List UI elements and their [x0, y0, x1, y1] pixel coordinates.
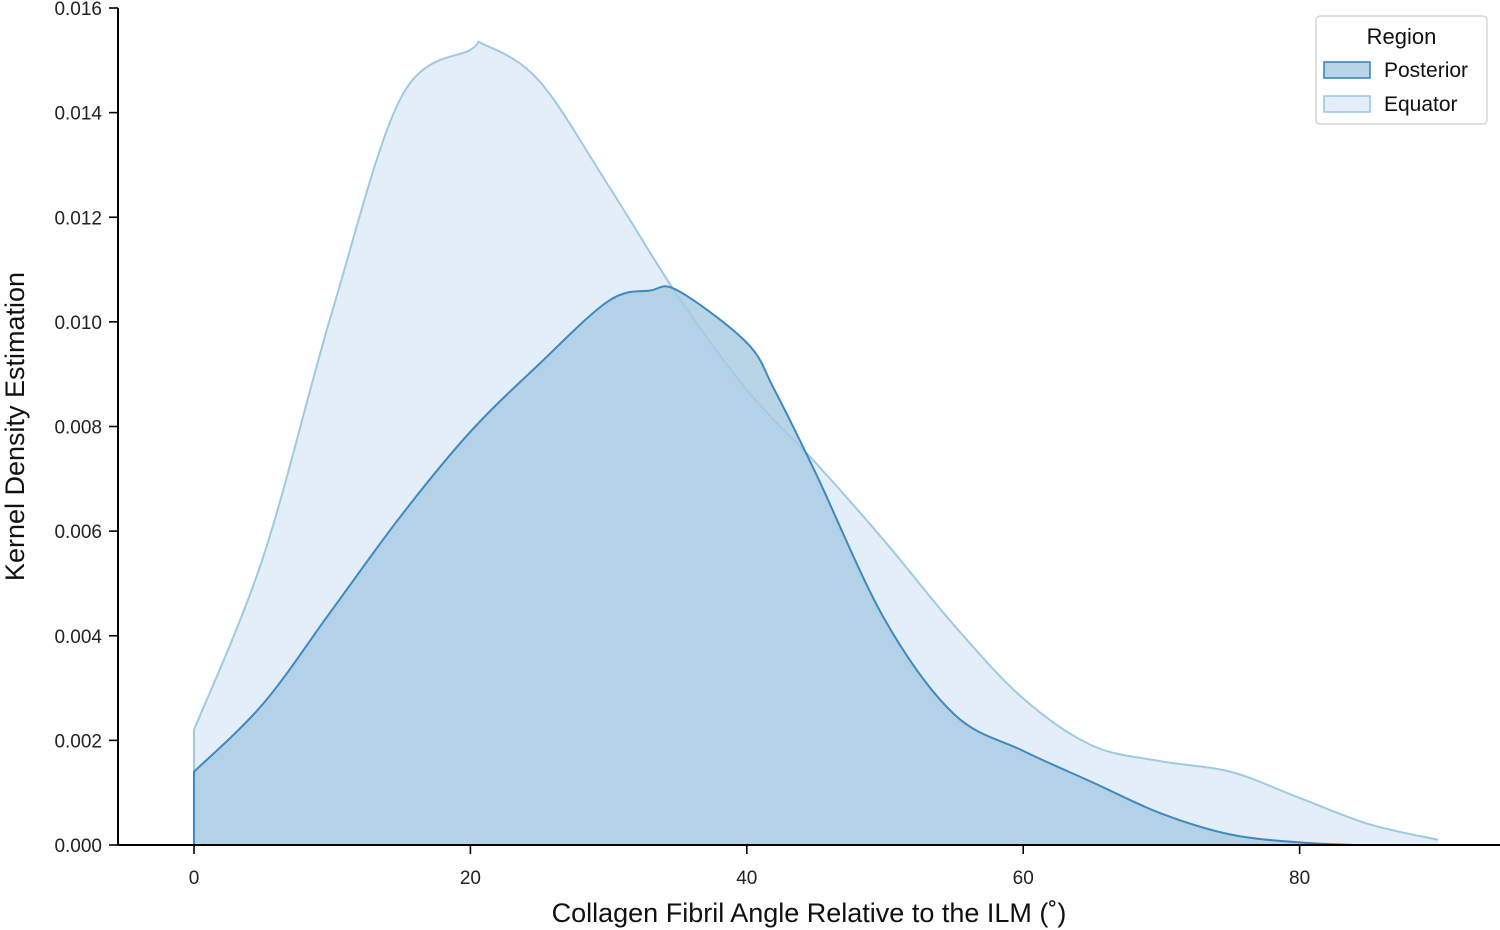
x-ticks: 0 20 40 60 80 — [189, 845, 1310, 889]
y-ticks: 0.000 0.002 0.004 0.006 0.008 0.010 0.012 0.014… — [54, 0, 118, 857]
y-tick-label: 0.010 — [54, 313, 102, 334]
y-tick-label: 0.008 — [54, 418, 102, 439]
x-tick-label: 60 — [1013, 868, 1034, 889]
y-tick-label: 0.016 — [54, 0, 102, 20]
legend-title: Region — [1367, 24, 1437, 49]
y-axis-label: Kernel Density Estimation — [0, 272, 30, 581]
legend: Region Posterior Equator — [1315, 15, 1488, 125]
x-tick-label: 20 — [460, 868, 481, 889]
x-tick-label: 40 — [736, 868, 757, 889]
legend-swatch-equator — [1323, 95, 1371, 113]
posterior-density-line — [193, 285, 1355, 846]
y-tick-label: 0.012 — [54, 208, 102, 229]
y-tick-label: 0.006 — [54, 522, 102, 543]
x-axis-label: Collagen Fibril Angle Relative to the IL… — [552, 898, 1067, 928]
posterior-density-area — [194, 286, 1355, 845]
y-tick-label: 0.002 — [54, 731, 102, 752]
legend-label-equator: Equator — [1384, 93, 1458, 116]
y-tick-label: 0.014 — [54, 104, 102, 125]
y-tick-label: 0.004 — [54, 627, 102, 648]
axes: 0 20 40 60 80 0.000 0.002 0.004 0.006 0.008 0.010… — [54, 0, 1500, 889]
x-tick-label: 0 — [189, 868, 200, 889]
y-tick-label: 0.000 — [54, 836, 102, 857]
legend-entries: Posterior Equator — [1323, 59, 1468, 116]
x-tick-label: 80 — [1289, 868, 1310, 889]
legend-swatch-posterior — [1323, 61, 1371, 79]
density-fills — [193, 40, 1439, 846]
legend-label-posterior: Posterior — [1384, 59, 1468, 82]
